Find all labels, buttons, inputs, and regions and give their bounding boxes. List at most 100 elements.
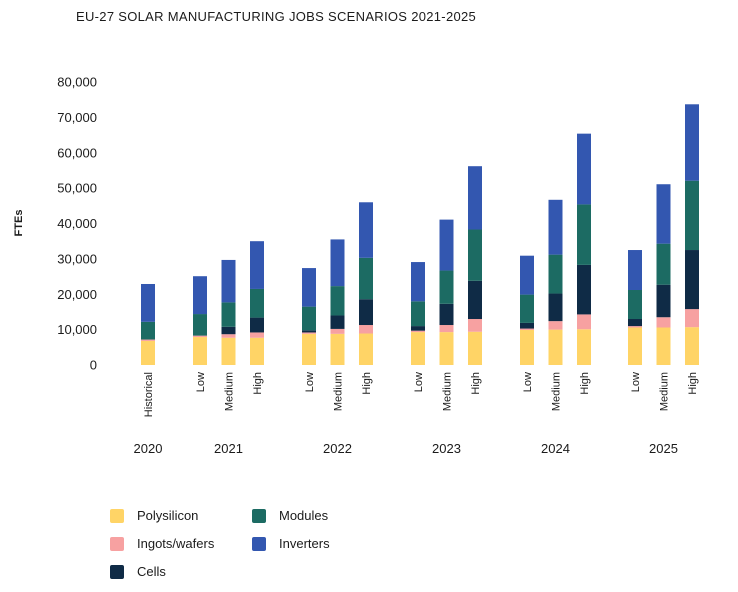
bar-segment-inverters [141, 283, 155, 322]
bar-segment-cells [411, 326, 425, 331]
category-label: High [252, 372, 264, 395]
category-label: High [687, 372, 699, 395]
group-label: 2022 [323, 441, 352, 456]
bar-segment-ingots-wafers [359, 325, 373, 334]
bar-segment-modules [411, 301, 425, 327]
bar-segment-inverters [439, 219, 454, 271]
bar-segment-modules [548, 254, 563, 294]
bar-segment-cells [468, 280, 482, 320]
bar-segment-ingots-wafers [141, 339, 155, 341]
bar-segment-polysilicon [141, 340, 155, 365]
bar-segment-modules [656, 243, 671, 285]
category-label: High [361, 372, 373, 395]
category-label: Low [522, 372, 534, 392]
bar-segment-inverters [685, 104, 699, 181]
bar-segment-inverters [302, 268, 316, 307]
y-tick-label: 20,000 [57, 287, 97, 302]
bar-segment-polysilicon [468, 331, 482, 365]
bar-segment-ingots-wafers [302, 332, 316, 334]
group-label: 2024 [541, 441, 570, 456]
bar-segment-ingots-wafers [577, 314, 591, 330]
bar-segment-inverters [656, 184, 671, 244]
bar-segment-ingots-wafers [548, 321, 563, 330]
bar-segment-cells [250, 317, 264, 333]
bar-segment-cells [439, 303, 454, 326]
bar-segment-ingots-wafers [439, 325, 454, 333]
category-label: Medium [551, 372, 563, 411]
category-label: High [470, 372, 482, 395]
bar-segment-polysilicon [628, 327, 642, 365]
bar-segment-cells [628, 319, 642, 327]
bar-segment-modules [221, 302, 236, 327]
bar-segment-modules [577, 204, 591, 265]
category-label: Low [630, 372, 642, 392]
bar-segment-cells [330, 315, 345, 329]
bar-segment-cells [302, 330, 316, 333]
y-tick-label: 40,000 [57, 216, 97, 231]
bar-segment-inverters [330, 239, 345, 287]
bar-segment-ingots-wafers [628, 326, 642, 328]
group-label: 2025 [649, 441, 678, 456]
bar-segment-polysilicon [411, 332, 425, 365]
category-label: Medium [333, 372, 345, 411]
y-axis-labels: 0 10,000 20,000 30,000 40,000 50,000 60,000 70,… [57, 75, 97, 373]
category-label: Historical [143, 372, 155, 417]
bar-segment-inverters [520, 255, 534, 295]
bar-segment-polysilicon [685, 327, 699, 365]
bar-segment-cells [359, 299, 373, 326]
bars [141, 104, 699, 365]
bar-segment-polysilicon [330, 333, 345, 365]
bar-segment-modules [193, 314, 207, 336]
category-label: Medium [442, 372, 454, 411]
bar-segment-ingots-wafers [221, 334, 236, 338]
bar-segment-ingots-wafers [656, 317, 671, 328]
bar-segment-cells [548, 293, 563, 322]
bar-segment-modules [359, 257, 373, 300]
bar-segment-ingots-wafers [685, 309, 699, 328]
bar-segment-polysilicon [302, 333, 316, 365]
bar-segment-modules [141, 321, 155, 340]
bar-segment-ingots-wafers [330, 328, 345, 334]
bar-segment-modules [330, 286, 345, 316]
y-tick-label: 10,000 [57, 322, 97, 337]
category-label: Low [413, 372, 425, 392]
bar-segment-polysilicon [250, 337, 264, 365]
bar-segment-polysilicon [548, 329, 563, 365]
y-tick-label: 50,000 [57, 181, 97, 196]
category-label: Low [304, 372, 316, 392]
bar-segment-inverters [628, 250, 642, 291]
bar-segment-inverters [411, 262, 425, 302]
y-tick-label: 80,000 [57, 75, 97, 90]
y-tick-label: 70,000 [57, 110, 97, 125]
bar-segment-modules [520, 294, 534, 323]
bar-segment-ingots-wafers [468, 319, 482, 332]
category-label: Low [195, 372, 207, 392]
group-label: 2021 [214, 441, 243, 456]
bar-segment-inverters [548, 199, 563, 255]
bar-segment-ingots-wafers [520, 328, 534, 330]
bar-segment-modules [250, 288, 264, 318]
bar-segment-cells [520, 322, 534, 329]
bar-segment-modules [468, 229, 482, 281]
bar-segment-inverters [468, 166, 482, 230]
category-label: Medium [659, 372, 671, 411]
bar-segment-modules [439, 270, 454, 304]
bar-segment-modules [302, 306, 316, 331]
bar-segment-inverters [221, 259, 236, 303]
chart-title: EU-27 SOLAR MANUFACTURING JOBS SCENARIOS… [76, 9, 477, 24]
bar-segment-polysilicon [359, 333, 373, 365]
bar-segment-inverters [193, 276, 207, 315]
y-tick-label: 60,000 [57, 145, 97, 160]
bar-segment-cells [221, 326, 236, 335]
bar-segment-inverters [359, 202, 373, 258]
category-label: High [579, 372, 591, 395]
bar-segment-ingots-wafers [411, 330, 425, 333]
bar-segment-polysilicon [439, 332, 454, 365]
bar-segment-cells [685, 250, 699, 310]
y-tick-label: 30,000 [57, 251, 97, 266]
bar-segment-polysilicon [577, 329, 591, 365]
bar-segment-polysilicon [656, 327, 671, 365]
group-label: 2023 [432, 441, 461, 456]
bar-segment-polysilicon [193, 337, 207, 365]
